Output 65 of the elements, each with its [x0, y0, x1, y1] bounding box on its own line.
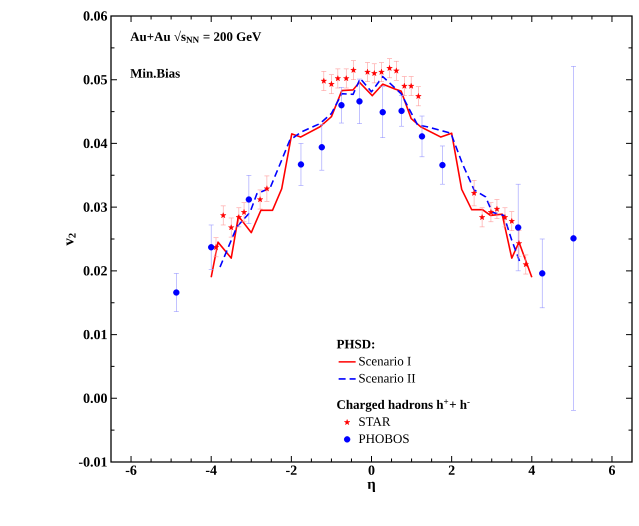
point	[371, 70, 378, 76]
point	[415, 93, 422, 99]
point	[246, 196, 252, 203]
x-tick-label: 6	[608, 466, 616, 475]
point	[350, 66, 357, 73]
point	[264, 185, 270, 192]
x-tick-label: 0	[368, 466, 374, 475]
y-tick-label: -0.01	[78, 457, 107, 467]
y-tick-label: 0.06	[84, 11, 108, 21]
point	[241, 209, 248, 215]
point	[338, 102, 345, 108]
point	[494, 206, 500, 212]
annotation: PHSD:	[336, 340, 374, 349]
point	[220, 212, 226, 218]
point	[320, 78, 327, 84]
y-tick-label: 0.02	[84, 266, 107, 276]
legend-label: Scenario II	[359, 374, 416, 383]
point	[418, 133, 426, 140]
point	[398, 108, 405, 114]
point	[570, 235, 577, 242]
point	[508, 218, 515, 224]
annotation: Min.Bias	[130, 68, 180, 78]
y-tick-label: 0.00	[84, 394, 107, 404]
point	[439, 162, 446, 168]
point	[212, 244, 220, 250]
point	[236, 214, 242, 220]
point	[516, 240, 522, 246]
point	[479, 214, 486, 220]
point	[173, 289, 180, 296]
y-tick-label: 0.05	[84, 74, 107, 84]
annotation: Charged hadrons h$^{+}$+ h$^{-}$	[337, 399, 470, 412]
point	[378, 68, 385, 75]
point	[328, 80, 334, 87]
point	[257, 196, 264, 202]
y-tick-label: 0.03	[84, 202, 108, 212]
point	[228, 224, 234, 230]
x-tick-label: -2	[286, 466, 297, 475]
y-axis-title: v$_{2}$	[66, 233, 76, 246]
x-axis-title: η	[367, 482, 376, 492]
point	[318, 144, 325, 150]
point	[380, 109, 386, 116]
point	[364, 68, 371, 75]
x-tick-label: -6	[126, 466, 136, 475]
y-tick-label: 0.04	[84, 138, 108, 148]
y-tick-label: 0.01	[84, 330, 107, 340]
point	[334, 75, 341, 82]
point	[386, 65, 393, 71]
point	[408, 82, 414, 89]
legend-label: PHOBOS	[358, 434, 409, 444]
legend-label: STAR	[359, 417, 390, 426]
point	[298, 161, 304, 168]
x-tick-label: 4	[528, 466, 536, 475]
point	[401, 82, 408, 89]
annotation: Au+Au √s$_{NN}$ = 200 GeV	[130, 30, 262, 43]
point	[356, 98, 363, 105]
point	[522, 261, 529, 268]
point	[343, 75, 350, 82]
x-tick-label: 2	[448, 466, 455, 475]
point	[208, 244, 214, 250]
point	[471, 190, 478, 196]
point	[488, 209, 494, 215]
point	[539, 270, 546, 277]
point	[393, 68, 400, 74]
x-tick-label: -4	[206, 466, 217, 475]
legend-label: Scenario I	[359, 356, 411, 366]
